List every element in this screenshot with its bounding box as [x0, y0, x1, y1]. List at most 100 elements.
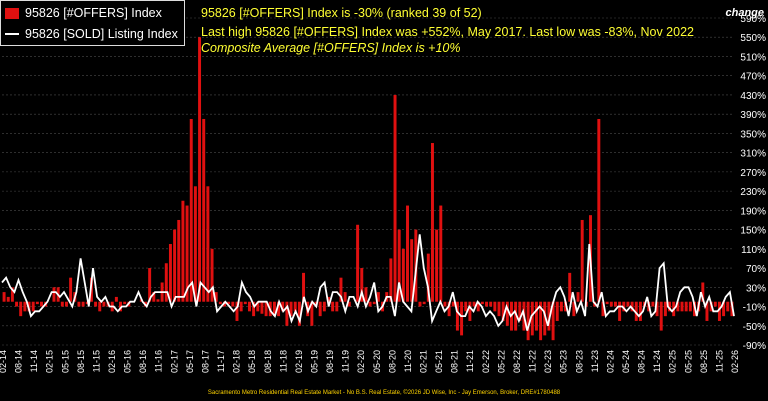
offers-bar — [360, 268, 364, 302]
offers-bar — [426, 253, 430, 302]
x-tick-label: 02-14 — [0, 350, 8, 373]
offers-bar — [281, 301, 285, 312]
footer-credit: Sacramento Metro Residential Real Estate… — [207, 390, 561, 396]
offers-bar — [2, 292, 6, 302]
legend-offers: 95826 [#OFFERS] Index — [5, 6, 162, 20]
x-tick-label: 02-16 — [107, 350, 117, 373]
y-tick-label: 590% — [740, 14, 766, 25]
offers-bar — [717, 301, 721, 321]
x-tick-label: 05-20 — [372, 350, 382, 373]
offers-bar — [530, 301, 534, 336]
x-tick-label: 05-19 — [309, 350, 319, 373]
offers-bar — [543, 301, 547, 336]
offers-bar — [422, 301, 426, 305]
offers-bar — [705, 301, 709, 321]
x-tick-label: 08-23 — [574, 350, 584, 373]
offers-bar — [272, 301, 276, 317]
offers-bar — [60, 301, 64, 307]
offers-bar — [210, 248, 214, 302]
offers-bar — [335, 301, 339, 312]
x-tick-label: 05-25 — [683, 350, 693, 373]
offers-bar — [651, 301, 655, 307]
offers-bar — [480, 301, 484, 305]
x-tick-label: 08-21 — [450, 350, 460, 373]
offers-bar — [713, 301, 717, 307]
offers-bar — [613, 301, 617, 307]
offers-bar — [493, 301, 497, 312]
offers-bar — [202, 118, 206, 302]
offers-bar — [69, 277, 73, 302]
x-tick-label: 11-25 — [714, 350, 724, 372]
legend-sold: 95826 [SOLD] Listing Index — [5, 27, 178, 41]
x-tick-label: 08-17 — [200, 350, 210, 373]
offers-bar — [23, 301, 27, 312]
offers-bar — [722, 301, 726, 317]
x-tick-label: 02-23 — [543, 350, 553, 373]
x-tick-label: 08-20 — [387, 350, 397, 373]
offers-bar — [551, 301, 555, 341]
offers-bar — [601, 301, 605, 317]
offers-bar — [668, 301, 672, 312]
offers-bar — [152, 292, 156, 302]
offers-bar — [626, 301, 630, 307]
legend-offers-label: 95826 [#OFFERS] Index — [25, 6, 162, 20]
offers-bar — [676, 301, 680, 312]
x-tick-label: 11-17 — [216, 350, 226, 372]
offers-bar — [343, 292, 347, 302]
x-tick-label: 02-25 — [668, 350, 678, 373]
offers-bar — [214, 292, 218, 302]
offers-bar — [559, 301, 563, 312]
offers-bar — [580, 219, 584, 302]
offers-bar — [193, 186, 197, 302]
offers-bar — [460, 301, 464, 336]
offers-bar — [331, 301, 335, 312]
y-tick-label: 550% — [740, 33, 766, 44]
offers-bar — [406, 205, 409, 302]
offers-bar — [252, 301, 256, 317]
offers-bar — [439, 205, 443, 302]
offers-bar — [505, 301, 509, 326]
offers-bar — [347, 301, 351, 307]
offers-bar — [119, 301, 123, 312]
offers-bar — [555, 301, 559, 321]
offers-bar — [655, 301, 659, 317]
x-tick-label: 08-25 — [699, 350, 709, 373]
offers-bar — [94, 301, 98, 307]
offers-bar — [410, 239, 414, 302]
offers-bar — [630, 301, 634, 312]
offers-bar — [534, 301, 538, 331]
offers-bar — [609, 301, 613, 307]
annotation-current: 95826 [#OFFERS] Index is -30% (ranked 39… — [201, 6, 482, 20]
offers-bar — [164, 263, 168, 302]
offers-bar — [605, 301, 609, 305]
legend-sold-label: 95826 [SOLD] Listing Index — [25, 27, 178, 41]
offers-bar — [64, 301, 68, 307]
offers-bar — [497, 301, 501, 317]
y-tick-label: 270% — [740, 168, 766, 179]
offers-bar — [701, 282, 705, 302]
x-tick-label: 11-19 — [341, 350, 351, 372]
x-tick-label: 02-26 — [730, 350, 740, 373]
y-tick-label: 310% — [740, 149, 766, 160]
offers-bar — [173, 229, 177, 302]
offers-bar — [455, 301, 459, 331]
x-tick-label: 11-14 — [29, 350, 39, 372]
offers-bar — [302, 272, 306, 302]
x-tick-label: 02-17 — [169, 350, 179, 373]
y-tick-label: -10% — [743, 303, 766, 314]
annotation-high-low: Last high 95826 [#OFFERS] Index was +552… — [201, 25, 694, 39]
y-tick-label: 510% — [740, 52, 766, 63]
offers-bar — [168, 244, 172, 302]
x-tick-label: 08-18 — [263, 350, 273, 373]
y-tick-label: 470% — [740, 72, 766, 83]
x-tick-label: 02-19 — [294, 350, 304, 373]
offers-bar — [293, 301, 297, 312]
x-tick-label: 08-15 — [76, 350, 86, 373]
y-tick-label: 390% — [740, 110, 766, 121]
offers-bar — [472, 301, 476, 307]
offers-bar — [177, 219, 181, 302]
offers-bar — [401, 248, 405, 302]
change-label: change — [725, 7, 764, 19]
annotation-composite: Composite Average [#OFFERS] Index is +10… — [201, 41, 461, 55]
